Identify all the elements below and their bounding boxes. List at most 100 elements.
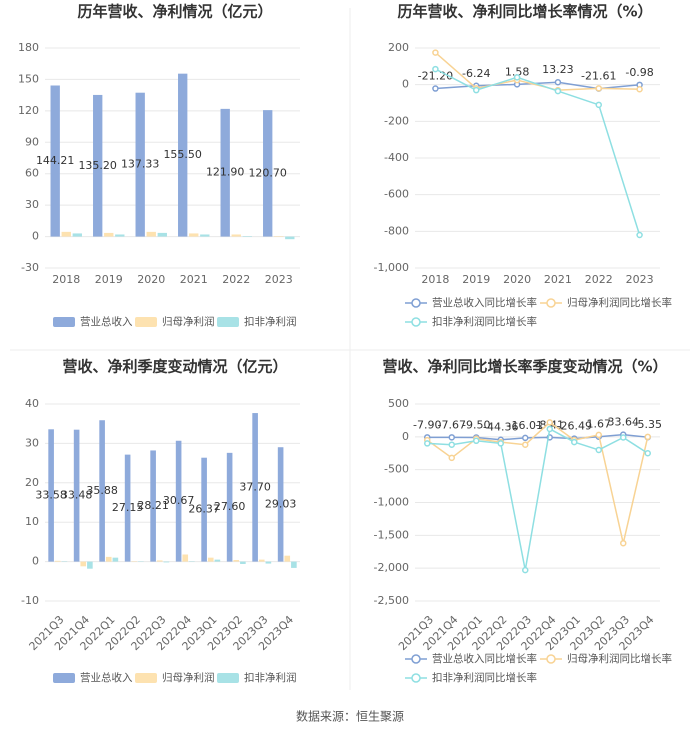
y-tick-label: 0 <box>402 78 409 91</box>
bar <box>73 429 80 562</box>
bar <box>240 561 246 564</box>
y-tick-label: -30 <box>21 261 39 274</box>
data-label: -21.20 <box>418 70 453 83</box>
y-tick-label: 180 <box>18 41 39 54</box>
bar <box>258 559 265 562</box>
legend-label: 营业总收入同比增长率 <box>432 296 537 309</box>
bar <box>252 413 258 562</box>
x-tick-label: 2018 <box>52 273 80 286</box>
y-tick-label: -1,000 <box>374 261 409 274</box>
point <box>636 231 643 239</box>
data-label: 33.48 <box>61 489 93 502</box>
legend-swatch <box>411 673 421 683</box>
point <box>595 446 602 454</box>
data-label: -26.49 <box>557 420 592 433</box>
point <box>595 85 602 92</box>
bar <box>150 450 156 562</box>
y-tick-label: -1,500 <box>374 528 409 541</box>
bar <box>242 236 252 237</box>
bar <box>146 231 156 237</box>
legend-swatch <box>546 654 556 664</box>
legend-label: 扣非净利润 <box>244 315 297 328</box>
data-label: 1.58 <box>505 65 530 78</box>
point <box>448 441 455 448</box>
y-tick-label: -800 <box>384 224 409 237</box>
line <box>426 421 649 544</box>
point <box>636 86 643 93</box>
bar <box>156 560 163 562</box>
line <box>435 68 641 236</box>
bar <box>201 457 207 562</box>
line <box>427 433 648 441</box>
bar <box>175 440 182 562</box>
point <box>620 434 627 441</box>
data-label: 121.90 <box>206 166 245 179</box>
legend-label: 扣非净利润同比增长率 <box>432 315 537 328</box>
legend-swatch <box>411 317 421 327</box>
bar <box>284 555 291 562</box>
bar <box>163 561 170 563</box>
legend-label: 营业总收入 <box>80 671 133 684</box>
legend-label: 营业总收入同比增长率 <box>432 652 537 665</box>
y-tick-label: -2,000 <box>374 561 409 574</box>
y-tick-label: 120 <box>18 104 39 117</box>
x-tick-label: 2022 <box>222 273 250 286</box>
data-label: -0.98 <box>625 66 653 79</box>
y-tick-label: -200 <box>384 114 409 127</box>
point <box>571 438 578 446</box>
legend-swatch <box>546 298 556 308</box>
legend-label: 归母净利润同比增长率 <box>567 652 672 665</box>
data-label: 135.20 <box>78 159 117 172</box>
y-tick-label: 90 <box>25 135 39 148</box>
y-tick-label: 40 <box>25 397 39 410</box>
point <box>620 539 627 547</box>
bar <box>233 560 240 562</box>
legend-swatch <box>53 673 75 683</box>
bar <box>87 561 93 569</box>
y-tick-label: 30 <box>25 198 39 211</box>
data-label: 27.15 <box>112 501 144 514</box>
y-tick-label: -400 <box>384 151 409 164</box>
bar <box>93 94 103 237</box>
data-label: -21.61 <box>581 70 616 83</box>
y-tick-label: 0 <box>32 555 39 568</box>
bar <box>200 234 210 237</box>
bar <box>277 447 284 562</box>
data-label: 1.67 <box>587 418 612 431</box>
chart-title: 历年营收、净利情况（亿元） <box>77 3 272 21</box>
point <box>432 49 439 56</box>
data-label: -7.90 <box>413 418 441 431</box>
bar <box>48 429 54 562</box>
bar <box>72 233 82 237</box>
y-tick-label: -10 <box>21 594 39 607</box>
x-tick-label: 2020 <box>137 273 165 286</box>
bar <box>265 561 272 564</box>
legend-swatch <box>135 317 157 327</box>
point <box>595 101 602 109</box>
data-label: 144.21 <box>36 154 75 167</box>
point <box>432 85 439 92</box>
data-label: 28.21 <box>137 499 169 512</box>
bar <box>182 554 189 562</box>
y-tick-label: 20 <box>25 476 39 489</box>
data-label: 37.70 <box>239 480 271 493</box>
x-tick-label: 2019 <box>462 273 490 286</box>
bar <box>291 561 297 568</box>
bar <box>99 420 105 562</box>
point <box>432 65 439 73</box>
data-label: 30.67 <box>163 494 195 507</box>
bar <box>285 236 295 240</box>
legend-swatch <box>411 654 421 664</box>
legend-swatch <box>217 673 239 683</box>
x-tick-label: 2019 <box>95 273 123 286</box>
data-label: 29.03 <box>265 497 297 510</box>
bar <box>226 452 233 562</box>
data-label: 26.37 <box>188 503 220 516</box>
line <box>434 52 640 91</box>
x-tick-label: 2023 <box>626 273 654 286</box>
point <box>546 425 553 433</box>
legend-label: 归母净利润同比增长率 <box>567 296 672 309</box>
point <box>448 454 455 462</box>
bar <box>112 557 119 562</box>
